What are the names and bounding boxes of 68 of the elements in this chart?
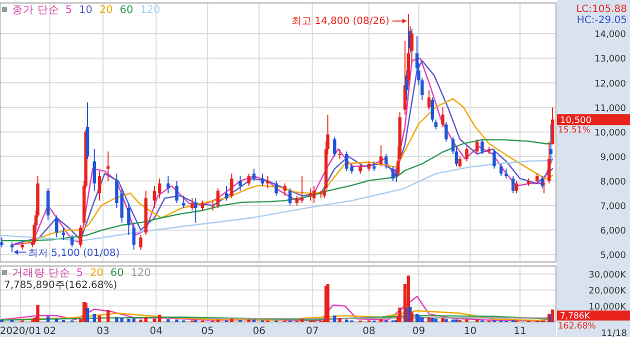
y-tick-label: 6,000 (600, 226, 626, 237)
y-tick-label: 9,000 (600, 152, 626, 163)
text: 15.51% (558, 126, 590, 136)
bar (158, 314, 162, 322)
annotation: 10,500 (560, 116, 592, 126)
bar (144, 317, 148, 322)
y-tick-label: 10,000K (588, 302, 628, 312)
y-tick-label: 12,000 (594, 79, 626, 90)
annotation: 최고 14,800 (08/26) (291, 16, 390, 28)
text: 60 (110, 267, 124, 279)
x-tick-label: 05 (201, 326, 214, 337)
text: 162.68% (558, 322, 596, 332)
x-tick-label: 2020/01 (0, 326, 42, 337)
bar (398, 308, 402, 322)
text: 20 (99, 4, 113, 16)
bar (427, 317, 431, 322)
text: 120 (140, 4, 160, 16)
y-tick-label: 10,000 (594, 128, 626, 138)
text: 60 (120, 4, 134, 16)
x-tick-label: 07 (306, 326, 319, 337)
annotation: 7,785,890주(162.68%) (4, 280, 118, 291)
bar (550, 310, 554, 322)
bar (127, 318, 130, 322)
bar (36, 305, 40, 322)
annotation: 7,786K (560, 312, 590, 322)
y-tick-label: 20,000K (588, 286, 628, 296)
bar (338, 318, 342, 322)
bar (444, 319, 448, 322)
bar (230, 318, 234, 322)
text: 5 (76, 267, 84, 279)
x-tick-label: 09 (412, 326, 426, 337)
y-tick-label: 8,000 (600, 177, 626, 188)
legend-title: 종가 단순 (12, 4, 60, 16)
bar (441, 318, 444, 322)
bar (166, 319, 170, 322)
y-tick-label: 7,000 (600, 202, 626, 212)
x-tick-label: 11 (514, 326, 526, 337)
annotation: 최저 5,100 (01/08) (28, 248, 120, 260)
y-tick-label: 30,000K (588, 270, 628, 280)
legend-title: 거래량 단순 (12, 267, 70, 279)
bar (132, 318, 136, 322)
text: LC:105.88 (576, 4, 627, 15)
x-tick-label: 03 (96, 326, 110, 337)
text: 120 (130, 267, 151, 279)
x-tick-label: 02 (43, 326, 56, 337)
bar (410, 312, 414, 322)
text: 5 (65, 4, 72, 16)
y-tick-label: 13,000 (594, 54, 626, 65)
bar (379, 319, 383, 322)
y-tick-label: 11,000 (594, 104, 626, 114)
y-tick-label: 14,000 (594, 30, 626, 40)
x-tick-label: 06 (252, 326, 266, 337)
bar (430, 318, 434, 322)
text: HC:-29.05 (576, 15, 627, 26)
bar (420, 317, 424, 322)
x-tick-label: 04 (150, 326, 163, 337)
bar (106, 310, 110, 322)
bar (46, 316, 50, 322)
bar (86, 308, 90, 322)
y-tick-label: 5,000 (600, 251, 626, 262)
text: 11/18 (601, 329, 628, 339)
text: 10 (79, 4, 92, 16)
bar (98, 316, 102, 322)
bar (333, 316, 336, 322)
text: 20 (90, 267, 104, 279)
bar (92, 314, 96, 322)
x-tick-label: 08 (362, 326, 376, 337)
x-tick-label: 10 (464, 326, 477, 337)
